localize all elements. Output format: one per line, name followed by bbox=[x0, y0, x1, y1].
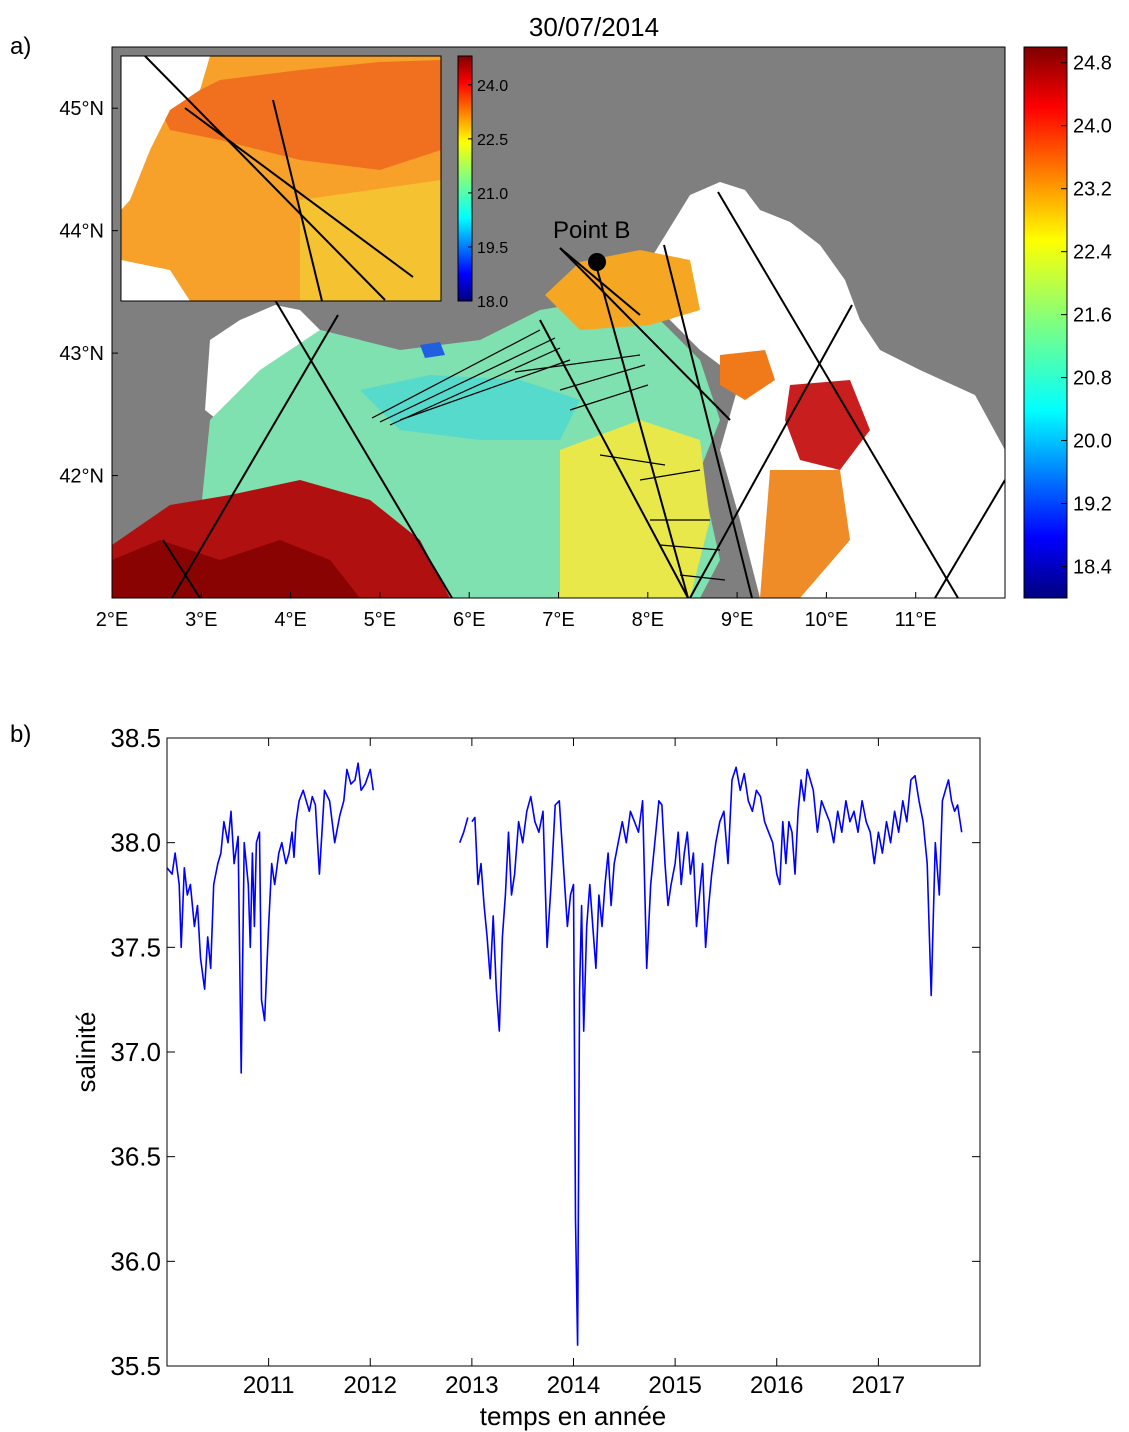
track-lines bbox=[162, 191, 1005, 598]
salinity-series bbox=[167, 762, 963, 1346]
point-b-marker bbox=[588, 253, 606, 271]
map-y-tick-label: 44°N bbox=[59, 221, 104, 243]
sst-map: Point B bbox=[112, 47, 1005, 598]
colorbar bbox=[1023, 46, 1068, 599]
x-tick-label: 2011 bbox=[243, 1372, 295, 1399]
y-tick-label: 38.0 bbox=[110, 828, 161, 858]
sst-field-yellow-east bbox=[560, 420, 710, 598]
sst-field-orange-north bbox=[545, 250, 700, 330]
map-x-tick-label: 9°E bbox=[721, 609, 753, 631]
map-y-tick-label: 43°N bbox=[59, 343, 104, 365]
sst-field-red-tyrrhenian bbox=[785, 380, 870, 470]
colorbar-tick-label: 24.8 bbox=[1073, 53, 1112, 75]
sst-field-warm-corsica bbox=[720, 350, 775, 400]
sst-field-darkred-southwest bbox=[112, 540, 360, 598]
plot-x-ticks: 2011 2012 2013 2014 2015 2016 2017 bbox=[243, 738, 905, 1399]
map-x-tick-label: 8°E bbox=[632, 609, 664, 631]
colorbar-tick-label: 22.4 bbox=[1073, 242, 1112, 264]
inset-colorbar-tick-label: 24.0 bbox=[477, 78, 508, 95]
salinity-line-segment bbox=[458, 817, 469, 843]
map-x-tick-label: 3°E bbox=[185, 609, 217, 631]
inset-colorbar-tick-label: 18.0 bbox=[477, 294, 508, 311]
y-tick-label: 38.5 bbox=[110, 723, 161, 753]
sst-field-blue-coast bbox=[420, 342, 445, 358]
y-tick-label: 37.0 bbox=[110, 1037, 161, 1067]
map-x-tick-label: 11°E bbox=[895, 609, 937, 631]
y-tick-label: 36.0 bbox=[110, 1246, 161, 1276]
salinity-line-segment bbox=[167, 762, 375, 1074]
x-tick-label: 2016 bbox=[750, 1372, 803, 1399]
x-tick-label: 2012 bbox=[344, 1372, 397, 1399]
inset-missing-data bbox=[121, 56, 210, 210]
map-x-tick-label: 5°E bbox=[364, 609, 396, 631]
map-y-ticks: 45°N 44°N 43°N 42°N bbox=[59, 98, 118, 488]
map-x-tick-label: 4°E bbox=[274, 609, 306, 631]
x-tick-label: 2013 bbox=[445, 1372, 498, 1399]
colorbar-tick-label: 20.8 bbox=[1073, 368, 1112, 390]
salinity-line-segment bbox=[471, 766, 963, 1346]
colorbar-tick-label: 24.0 bbox=[1073, 116, 1112, 138]
inset-colorbar-tick-label: 19.5 bbox=[477, 240, 508, 257]
inset-colorbar bbox=[457, 55, 473, 302]
colorbar-tick-label: 23.2 bbox=[1073, 179, 1112, 201]
inset-colorbar-tick-label: 22.5 bbox=[477, 132, 508, 149]
plot-y-ticks: 38.5 38.0 37.5 37.0 36.5 36.0 35.5 bbox=[110, 723, 980, 1381]
sst-field-cool-core bbox=[360, 375, 580, 440]
map-x-tick-label: 10°E bbox=[805, 609, 849, 631]
panel-b-label: b) bbox=[10, 721, 31, 748]
y-tick-label: 36.5 bbox=[110, 1142, 161, 1172]
x-axis-label: temps en année bbox=[480, 1401, 666, 1431]
point-b-label: Point B bbox=[553, 217, 630, 244]
inset-frame bbox=[120, 55, 442, 302]
map-y-tick-label: 42°N bbox=[59, 466, 104, 488]
map-x-ticks: 2°E 3°E 4°E 5°E 6°E 7°E 8°E 9°E 10°E 11°E bbox=[96, 592, 937, 631]
colorbar-tick-label: 18.4 bbox=[1073, 557, 1112, 579]
y-axis-label: salinité bbox=[71, 1012, 101, 1093]
map-y-tick-label: 45°N bbox=[59, 98, 104, 120]
inset-colorbar-tick-label: 21.0 bbox=[477, 186, 508, 203]
colorbar-tick-label: 21.6 bbox=[1073, 305, 1112, 327]
sst-field-orange-tyrrhenian bbox=[760, 470, 850, 598]
y-tick-label: 37.5 bbox=[110, 932, 161, 962]
colorbar-tick-label: 19.2 bbox=[1073, 494, 1112, 516]
inset-yellow-field bbox=[300, 180, 441, 301]
map-title: 30/07/2014 bbox=[529, 12, 659, 42]
map-x-tick-label: 7°E bbox=[542, 609, 574, 631]
x-tick-label: 2014 bbox=[547, 1372, 600, 1399]
inset-map bbox=[121, 56, 441, 301]
y-tick-label: 35.5 bbox=[110, 1351, 161, 1381]
map-x-tick-label: 2°E bbox=[96, 609, 128, 631]
x-tick-label: 2017 bbox=[852, 1372, 905, 1399]
colorbar-tick-label: 20.0 bbox=[1073, 431, 1112, 453]
map-x-tick-label: 6°E bbox=[453, 609, 485, 631]
current-arrows bbox=[371, 329, 726, 581]
x-tick-label: 2015 bbox=[648, 1372, 701, 1399]
panel-a-label: a) bbox=[10, 33, 31, 60]
inset-missing-corner bbox=[121, 260, 190, 301]
colorbar-ticks: 24.8 24.0 23.2 22.4 21.6 20.8 20.0 19.2 18.4 bbox=[1061, 53, 1112, 579]
inset-colorbar-ticks: 24.0 22.5 21.0 19.5 18.0 bbox=[468, 78, 508, 311]
